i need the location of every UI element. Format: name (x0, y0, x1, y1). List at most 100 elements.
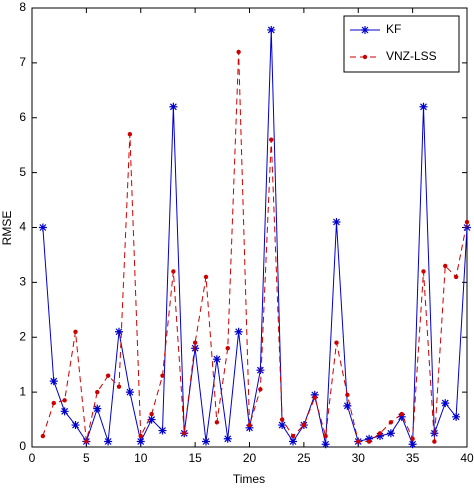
star-marker (365, 434, 374, 443)
star-marker (321, 440, 330, 449)
star-marker (38, 223, 47, 232)
y-tick-label: 7 (19, 55, 26, 69)
star-marker (202, 437, 210, 446)
y-tick-label: 8 (19, 0, 26, 14)
dot-marker (345, 392, 350, 398)
dot-marker (356, 439, 361, 444)
y-tick-label: 3 (19, 275, 26, 289)
x-tick-label: 40 (460, 451, 474, 465)
star-marker (234, 327, 243, 336)
star-marker (223, 434, 232, 443)
y-axis-label: RMSE (0, 211, 14, 246)
dot-marker (182, 431, 187, 436)
star-marker (376, 432, 384, 441)
star-marker (158, 426, 167, 435)
dot-marker (464, 219, 470, 225)
x-tick-label: 0 (29, 451, 36, 465)
star-marker (408, 440, 417, 449)
dot-marker (247, 422, 252, 428)
dot-marker (203, 274, 209, 280)
dot-marker (290, 433, 296, 439)
star-marker (267, 25, 276, 34)
dot-marker (51, 400, 56, 406)
legend-label: KF (386, 22, 401, 36)
y-tick-label: 5 (19, 165, 26, 179)
star-marker (169, 102, 178, 111)
star-marker (452, 412, 461, 421)
star-marker (136, 437, 145, 446)
star-marker (397, 412, 406, 421)
star-marker (147, 415, 156, 424)
dot-marker (73, 329, 78, 334)
dot-marker (214, 420, 220, 425)
dot-marker (432, 439, 437, 444)
legend-box (343, 15, 460, 73)
x-tick-label: 15 (188, 451, 202, 465)
dot-marker (453, 274, 459, 280)
star-marker (49, 377, 58, 386)
x-tick-label: 30 (352, 451, 366, 465)
dot-marker (127, 132, 133, 137)
y-tick-label: 4 (19, 220, 26, 234)
dot-marker (171, 269, 176, 274)
dot-marker (149, 411, 154, 417)
dot-marker (105, 373, 111, 378)
star-marker (332, 218, 341, 227)
star-marker (289, 437, 297, 446)
star-marker (343, 401, 352, 410)
star-marker (212, 355, 221, 364)
y-tick-label: 2 (19, 329, 26, 343)
star-marker (430, 429, 439, 438)
dot-marker (225, 346, 230, 351)
dot-marker (377, 431, 383, 436)
dot-marker (84, 439, 89, 444)
dot-marker (421, 269, 426, 274)
dot-marker (192, 340, 198, 345)
legend-marker (361, 26, 369, 34)
star-marker (93, 404, 102, 413)
dot-marker (269, 137, 274, 142)
star-marker (245, 423, 254, 432)
star-marker (115, 327, 123, 336)
dot-marker (366, 439, 372, 444)
dot-marker (388, 420, 394, 425)
star-marker (310, 390, 319, 399)
dot-marker (323, 433, 328, 439)
x-axis-label: Times (233, 472, 265, 486)
star-marker (463, 223, 471, 232)
star-marker (386, 429, 395, 438)
star-marker (278, 421, 287, 430)
dot-marker (138, 433, 143, 439)
dot-marker (312, 395, 317, 400)
y-tick-label: 0 (19, 439, 26, 453)
star-marker (125, 388, 134, 397)
dot-marker (334, 340, 339, 345)
x-tick-label: 25 (297, 451, 311, 465)
dot-marker (236, 49, 241, 55)
dot-marker (40, 433, 46, 439)
dot-marker (160, 373, 165, 378)
star-marker (60, 407, 69, 416)
dot-marker (399, 411, 404, 417)
dot-marker (410, 436, 415, 441)
y-tick-label: 1 (19, 384, 26, 398)
star-marker (256, 366, 265, 375)
legend-marker (362, 54, 368, 60)
dot-marker (258, 387, 263, 392)
star-marker (441, 399, 450, 408)
x-tick-label: 10 (134, 451, 148, 465)
star-marker (104, 437, 113, 446)
x-tick-label: 20 (243, 451, 257, 465)
legend-label: VNZ-LSS (386, 49, 437, 63)
dot-marker (62, 398, 67, 403)
dot-marker (116, 384, 122, 389)
star-marker (191, 344, 200, 353)
star-marker (71, 421, 80, 430)
dot-marker (443, 263, 448, 269)
series-line (42, 29, 468, 445)
plot-area (31, 7, 468, 448)
x-tick-label: 5 (83, 451, 90, 465)
dot-marker (301, 422, 307, 428)
y-tick-label: 6 (19, 110, 26, 124)
